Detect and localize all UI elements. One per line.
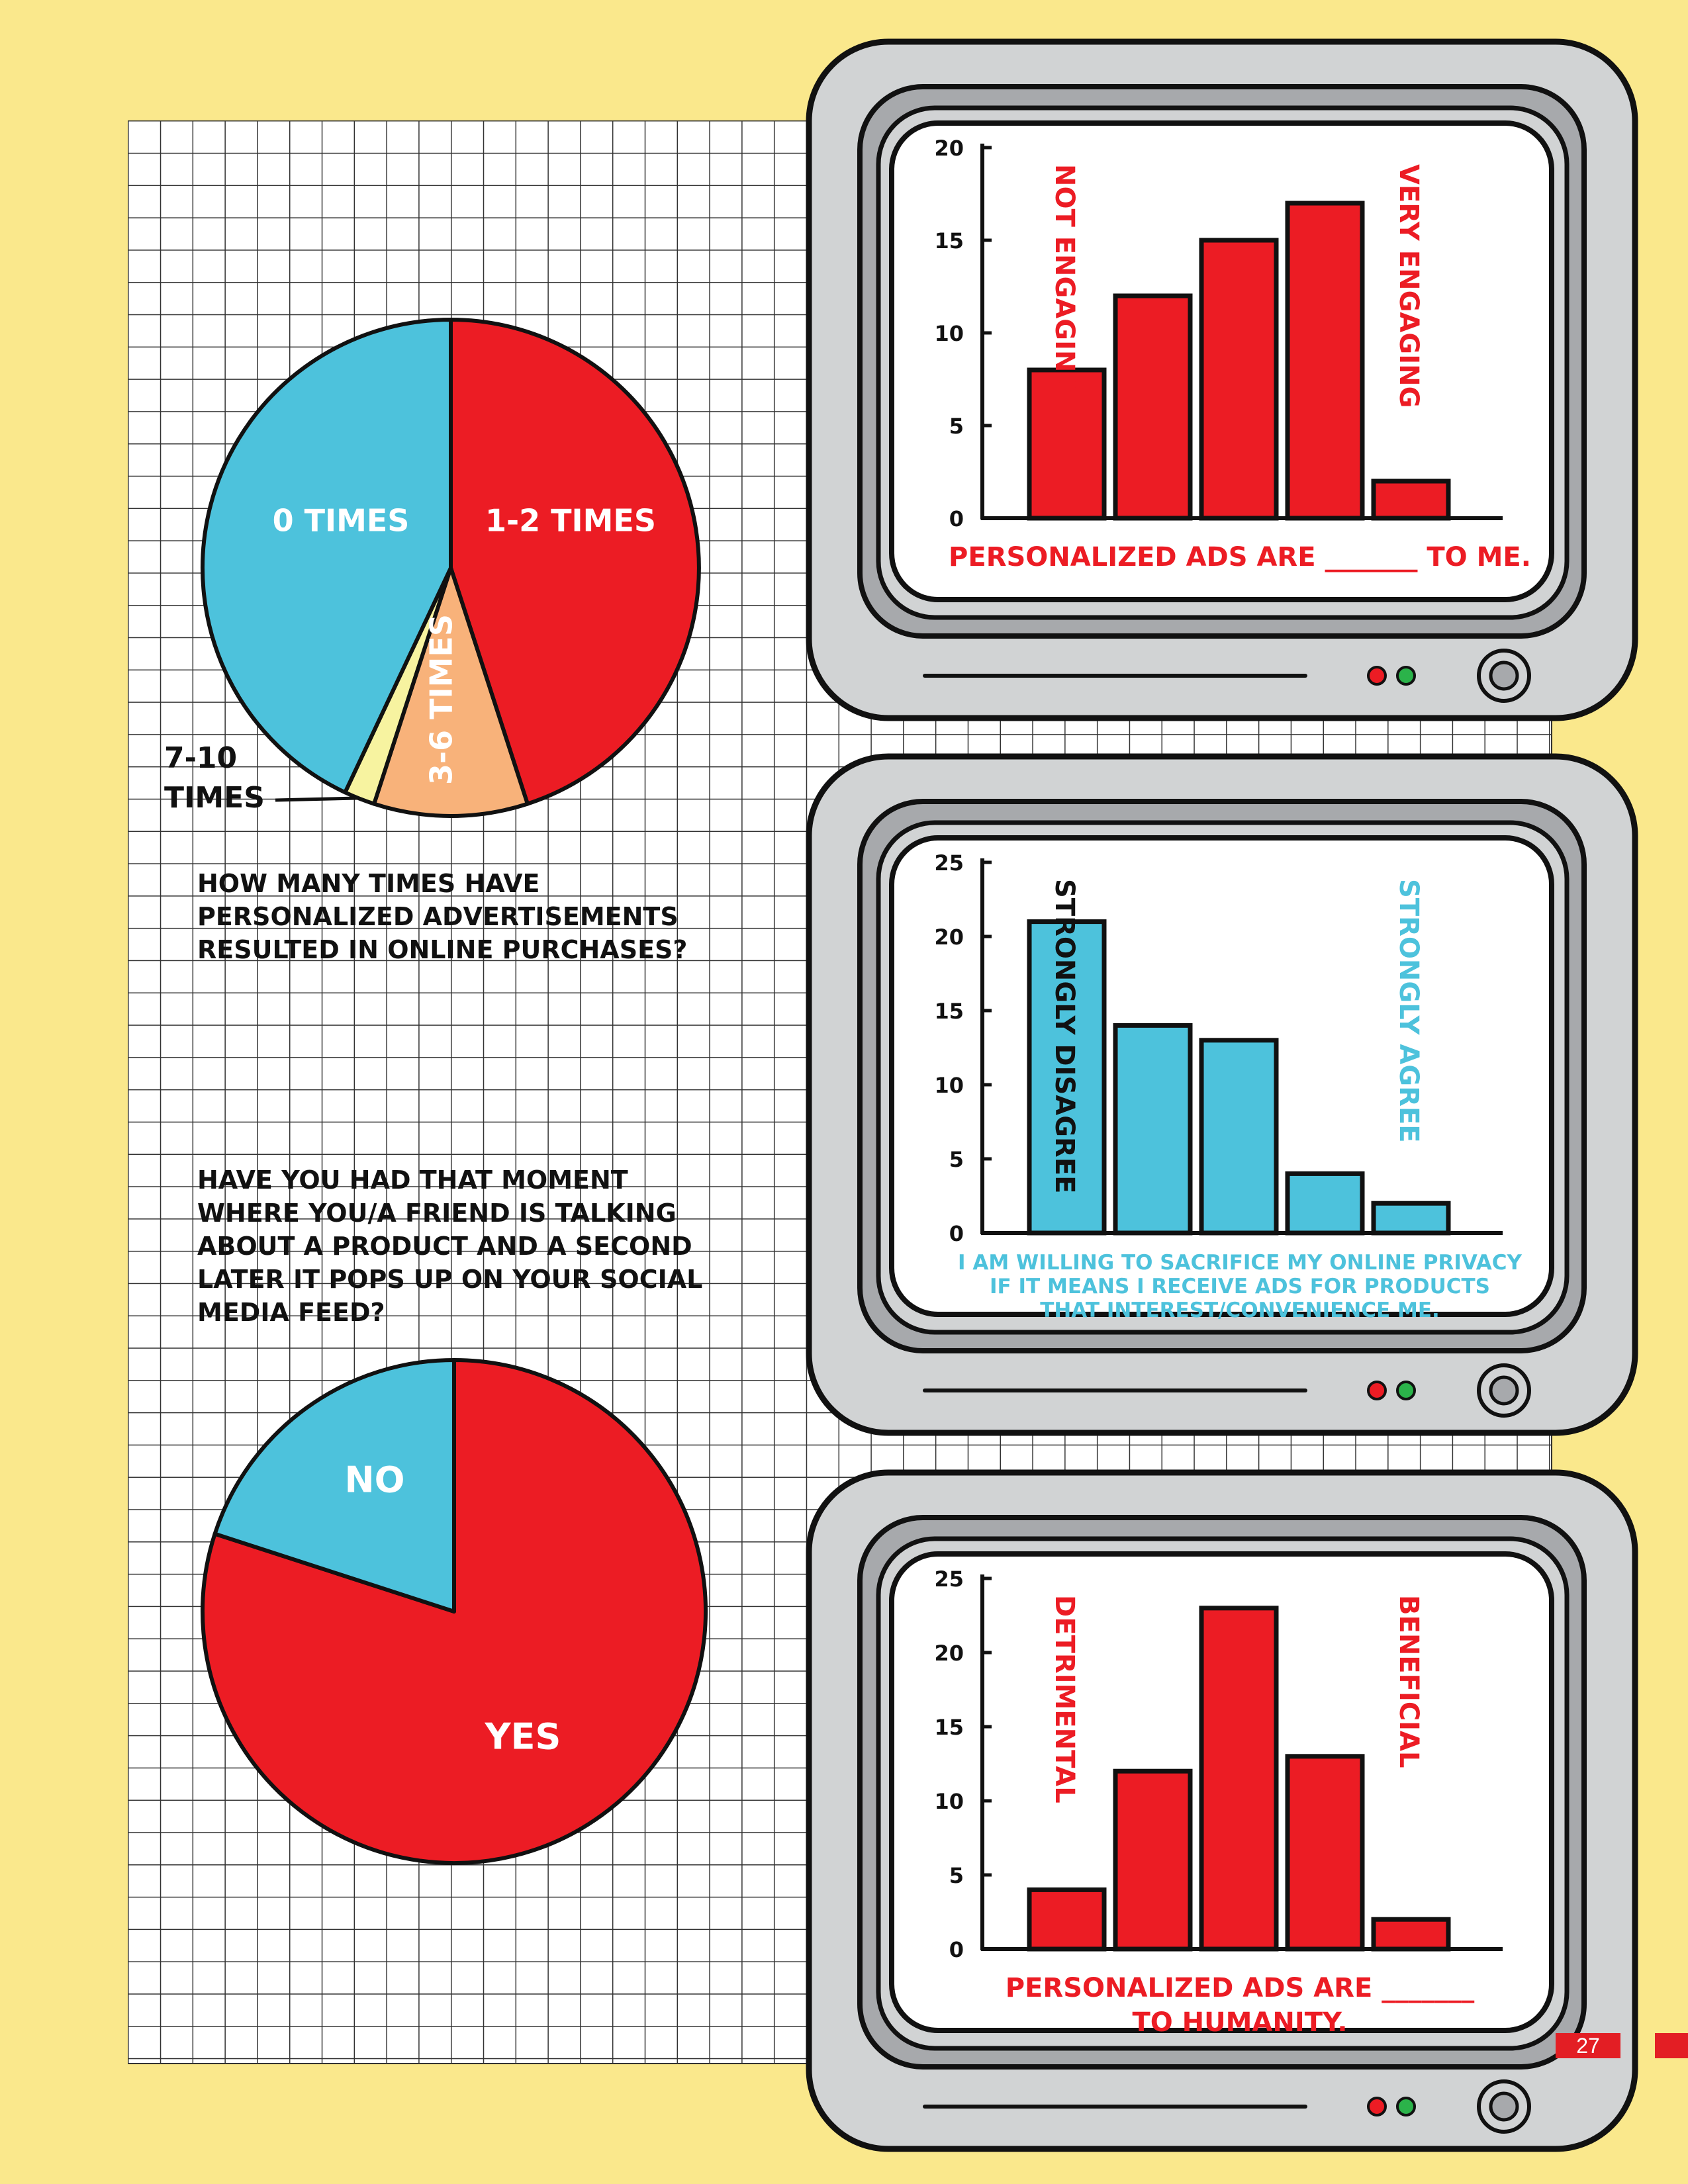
y-tick-label: 25 [934,1567,964,1592]
high-label: VERY ENGAGING [1393,164,1424,408]
pie-slice-3-6-times [372,566,530,818]
led-green [1396,1381,1416,1400]
page-number: 27 [1576,2034,1600,2058]
bar-5 [1371,478,1451,521]
pie-callout: 7-10 TIMES [164,741,358,815]
y-tick-label: 5 [949,414,964,439]
pie-slice-no [212,1358,456,1614]
led-green [1396,666,1416,686]
question-purchases: HOW MANY TIMES HAVE PERSONALIZED ADVERTI… [197,869,688,964]
pie-slice-1-2-times [449,318,701,806]
bar-2 [1113,1023,1193,1236]
y-tick-label: 10 [934,1789,964,1814]
callout-label-line2: TIMES [164,781,265,815]
caption-line-3: THAT INTEREST/CONVENIENCE ME. [1040,1298,1440,1322]
callout-line [275,796,358,802]
caption-line-1: I AM WILLING TO SACRIFICE MY ONLINE PRIV… [958,1251,1522,1275]
pie-label-3-6-times: 3-6 TIMES [424,614,459,785]
pie-charts: 1-2 TIMES 3-6 TIMES 0 TIMES YES NO [201,318,708,1865]
y-tick-label: 10 [934,1073,964,1098]
caption-line-1: PERSONALIZED ADS ARE _______ TO ME. [949,542,1531,572]
y-tick-label: 15 [934,999,964,1024]
bar-4 [1285,1754,1365,1952]
power-knob-center [1489,2091,1519,2122]
bar-3 [1199,1606,1279,1952]
bar-4 [1285,201,1365,521]
y-tick-label: 0 [949,1937,964,1962]
bar-5 [1371,1201,1451,1236]
pie-label-0-times: 0 TIMES [273,503,410,539]
y-tick-label: 5 [949,1863,964,1888]
monitors: 0 5 10 15 20 NOT ENGAGING VERY ENGAGING PERSONA… [806,38,1638,2152]
question-social-feed: HAVE YOU HAD THAT MOMENT WHERE YOU/A FRI… [197,1165,703,1327]
y-tick-label: 25 [934,850,964,876]
pie-slice-0-times [201,318,453,795]
bar-1 [1027,919,1107,1236]
low-label: STRONGLY DISAGREE [1049,879,1080,1194]
bar-5 [1371,1917,1451,1952]
bar-4 [1285,1171,1365,1236]
monitor-3: 0 5 10 15 20 25 DETRIMENTAL BENEFICIAL PERSONALI… [806,1469,1638,2152]
caption-line-2: IF IT MEANS I RECEIVE ADS FOR PRODUCTS [990,1275,1490,1298]
high-label: STRONGLY AGREE [1393,879,1424,1143]
caption-line-1: PERSONALIZED ADS ARE _______ [1006,1973,1474,2003]
bar-1 [1027,367,1107,521]
led-red [1367,1381,1387,1400]
y-tick-label: 10 [934,321,964,346]
caption-line-2: TO HUMANITY. [1132,2007,1347,2038]
y-tick-label: 20 [934,1641,964,1666]
led-red [1367,2097,1387,2116]
bar-2 [1113,293,1193,521]
high-label: BENEFICIAL [1393,1595,1424,1768]
bar-3 [1199,238,1279,521]
power-knob-center [1489,660,1519,691]
monitor-2: 0 5 10 15 20 25 STRONGLY DISAGREE STRONGLY AGRE… [806,753,1638,1436]
led-green [1396,2097,1416,2116]
power-knob-center [1489,1375,1519,1406]
bar-2 [1113,1768,1193,1952]
corner-accent [1655,2033,1688,2058]
pie-label-1-2-times: 1-2 TIMES [485,503,656,539]
page-number-box [1556,2033,1620,2058]
pie-chart-1: 1-2 TIMES 3-6 TIMES 0 TIMES [201,318,701,818]
y-tick-label: 20 [934,136,964,161]
monitor-1: 0 5 10 15 20 NOT ENGAGING VERY ENGAGING PERSONA… [806,38,1638,721]
y-tick-label: 15 [934,228,964,253]
callout-label-line1: 7-10 [164,741,237,775]
pie-label-no: NO [344,1459,404,1501]
bar-3 [1199,1038,1279,1236]
pie-chart-2: YES NO [201,1358,708,1865]
low-label: DETRIMENTAL [1049,1595,1080,1803]
y-tick-label: 5 [949,1147,964,1172]
low-label: NOT ENGAGING [1049,164,1080,394]
bar-1 [1027,1887,1107,1952]
y-tick-label: 0 [949,1221,964,1246]
pie-label-yes: YES [485,1716,561,1758]
y-tick-label: 20 [934,925,964,950]
y-tick-label: 15 [934,1715,964,1740]
led-red [1367,666,1387,686]
y-tick-label: 0 [949,506,964,531]
